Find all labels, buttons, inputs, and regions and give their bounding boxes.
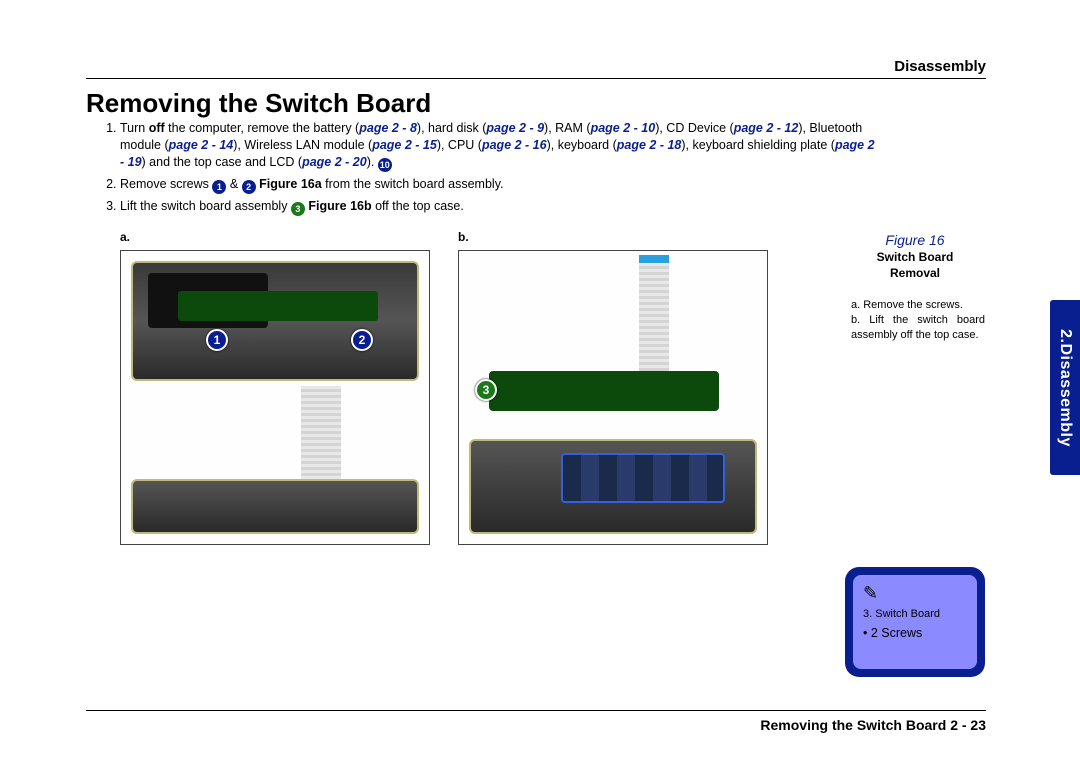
text: ) and the top case and LCD (: [142, 155, 303, 169]
figures-area: a. b. 1 2 3: [120, 230, 820, 560]
figure-b-label: b.: [458, 230, 469, 244]
callout-1-icon: 1: [212, 180, 226, 194]
text: ), CPU (: [437, 138, 482, 152]
marker-3: 3: [475, 379, 497, 401]
switch-board-pcb: [178, 291, 378, 321]
page-ref[interactable]: page 2 - 16: [482, 138, 547, 152]
figure-16a: 1 2: [120, 250, 430, 545]
figure-title-line2: Removal: [845, 266, 985, 280]
text: ), hard disk (: [417, 121, 486, 135]
text: ), Wireless LAN module (: [233, 138, 372, 152]
text: ), keyboard (: [547, 138, 617, 152]
figure-16b: 3: [458, 250, 768, 545]
text: Remove screws: [120, 177, 212, 191]
page-ref[interactable]: page 2 - 18: [617, 138, 682, 152]
ribbon-cable: [639, 255, 669, 375]
text: off the top case.: [372, 199, 464, 213]
top-case-illustration: [131, 261, 419, 381]
page-ref[interactable]: page 2 - 15: [372, 138, 437, 152]
figure-ref: Figure 16b: [308, 199, 371, 213]
footer-page-label: Removing the Switch Board 2 - 23: [760, 717, 986, 733]
footer-rule: [86, 710, 986, 711]
lower-case-illustration: [131, 479, 419, 534]
text: the computer, remove the battery (: [165, 121, 360, 135]
text: ), RAM (: [544, 121, 591, 135]
sublist-a: a. Remove the screws.: [851, 298, 985, 313]
step-3: Lift the switch board assembly 3 Figure …: [120, 198, 880, 216]
connector-area: [561, 453, 725, 503]
pencil-icon: ✎: [863, 583, 967, 604]
callout-2-icon: 2: [242, 180, 256, 194]
text: Turn: [120, 121, 149, 135]
text: ), keyboard shielding plate (: [681, 138, 835, 152]
callout-3-icon: 3: [291, 202, 305, 216]
page-title: Removing the Switch Board: [86, 88, 431, 119]
figure-caption: Figure 16 Switch Board Removal a. Remove…: [845, 232, 985, 343]
text: &: [226, 177, 241, 191]
note-box: ✎ 3. Switch Board • 2 Screws: [845, 567, 985, 677]
chapter-tab-label: 2.Disassembly: [1056, 329, 1074, 447]
figure-number: Figure 16: [845, 232, 985, 248]
marker-1: 1: [206, 329, 228, 351]
switch-board-removed: [489, 371, 719, 411]
page-ref[interactable]: page 2 - 10: [591, 121, 656, 135]
text: ).: [367, 155, 378, 169]
caution-10-icon: 10: [378, 158, 392, 172]
page-ref[interactable]: page 2 - 9: [486, 121, 544, 135]
sublist-b: b. Lift the switch board assembly off th…: [851, 313, 985, 343]
note-inner: ✎ 3. Switch Board • 2 Screws: [853, 575, 977, 669]
note-item-3: 3. Switch Board: [863, 608, 967, 620]
bold-off: off: [149, 121, 165, 135]
figure-title-line1: Switch Board: [845, 250, 985, 264]
header-section-label: Disassembly: [894, 58, 986, 75]
text: Lift the switch board assembly: [120, 199, 291, 213]
page-ref[interactable]: page 2 - 14: [169, 138, 234, 152]
header-rule: [86, 78, 986, 79]
text: from the switch board assembly.: [322, 177, 504, 191]
page-ref[interactable]: page 2 - 8: [359, 121, 417, 135]
figure-a-label: a.: [120, 230, 130, 244]
figure-sublist: a. Remove the screws. b. Lift the switch…: [845, 298, 985, 343]
marker-2: 2: [351, 329, 373, 351]
figure-ref: Figure 16a: [259, 177, 322, 191]
note-screws: • 2 Screws: [863, 626, 967, 640]
step-2: Remove screws 1 & 2 Figure 16a from the …: [120, 176, 880, 194]
chapter-tab: 2.Disassembly: [1050, 300, 1080, 475]
page-ref[interactable]: page 2 - 20: [302, 155, 367, 169]
page-ref[interactable]: page 2 - 12: [734, 121, 799, 135]
step-1: Turn off the computer, remove the batter…: [120, 120, 880, 172]
text: ), CD Device (: [655, 121, 733, 135]
instruction-list: Turn off the computer, remove the batter…: [100, 120, 880, 220]
top-case-empty: [469, 439, 757, 534]
